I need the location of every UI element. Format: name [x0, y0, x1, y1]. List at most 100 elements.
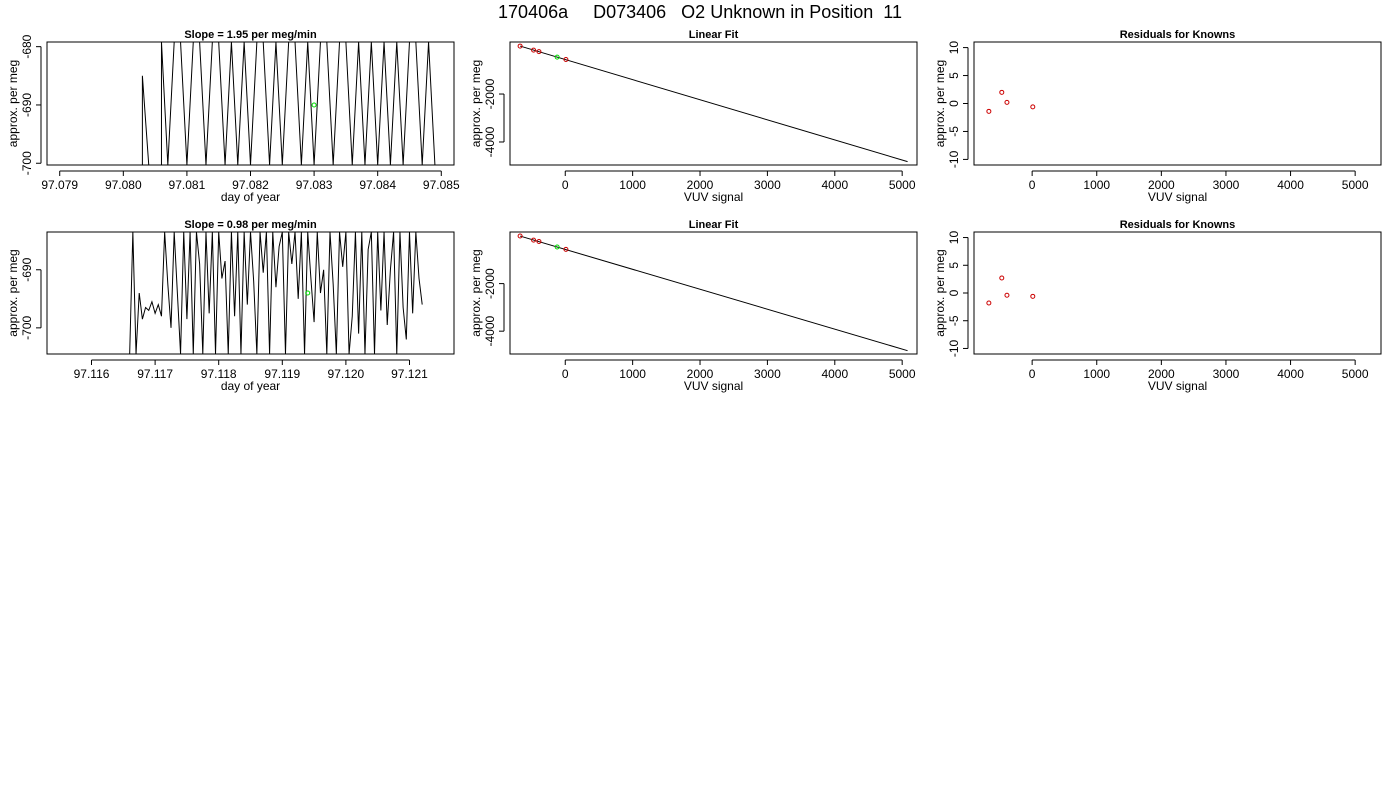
y-axis-label: approx. per meg	[6, 249, 20, 336]
x-tick-label: 5000	[889, 178, 916, 192]
data-point	[531, 237, 537, 243]
chart-title: Residuals for Knowns	[1120, 29, 1236, 41]
x-tick-label: 1000	[619, 178, 646, 192]
chart-title: Slope = 0.98 per meg/min	[184, 219, 317, 231]
chart-title: Residuals for Knowns	[1120, 219, 1236, 231]
x-tick-label: 3000	[754, 367, 781, 381]
chart-title: Linear Fit	[689, 219, 739, 231]
x-tick-label: 0	[1029, 367, 1036, 381]
chart-row2-linear-fit: 0 1000 2000 3000 4000 5000 -4000 -2000 Linear Fi…	[469, 219, 918, 393]
x-tick-label: 97.121	[391, 367, 428, 381]
plot-frame	[973, 41, 1382, 166]
y-tick-label: -5	[947, 126, 961, 137]
data-point	[554, 54, 560, 60]
data-point	[517, 233, 523, 239]
x-tick-label: 97.081	[169, 178, 206, 192]
x-tick-label: 4000	[1277, 178, 1304, 192]
plot-marks	[986, 89, 1036, 114]
x-tick-label: 2000	[687, 178, 714, 192]
data-point	[517, 43, 523, 49]
y-tick-label: -2000	[483, 268, 497, 299]
x-tick-label: 97.120	[328, 367, 365, 381]
data-point	[563, 57, 569, 63]
x-axis-label: VUV signal	[1148, 379, 1207, 393]
data-point	[986, 108, 992, 114]
data-point	[1030, 104, 1036, 110]
plot-marks	[517, 233, 908, 352]
y-tick-label: -5	[947, 315, 961, 326]
x-tick-label: 4000	[821, 367, 848, 381]
y-tick-label: -4000	[483, 316, 497, 347]
x-tick-label: 0	[562, 367, 569, 381]
y-tick-label: -10	[947, 339, 961, 357]
data-point	[999, 275, 1005, 281]
data-point	[1004, 292, 1010, 298]
x-tick-label: 3000	[1213, 367, 1240, 381]
data-point	[311, 102, 317, 108]
x-tick-label: 5000	[889, 367, 916, 381]
y-tick-label: -690	[20, 257, 34, 281]
y-tick-label: 5	[947, 262, 961, 269]
x-tick-label: 97.116	[74, 367, 110, 381]
plot-marks	[517, 43, 908, 163]
chart-row2-timeseries: 97.116 97.117 97.118 97.119 97.120 97.121 -700…	[6, 219, 455, 393]
chart-title: Linear Fit	[689, 29, 739, 41]
series-line-0	[141, 42, 436, 165]
page-title: 170406a D073406 O2 Unknown in Position 1…	[498, 2, 902, 22]
x-axis-label: VUV signal	[1148, 190, 1207, 204]
y-tick-label: -700	[20, 151, 34, 175]
plot-marks	[129, 232, 423, 354]
y-axis-label: approx. per meg	[933, 249, 947, 336]
data-point	[1030, 293, 1036, 299]
x-tick-label: 1000	[619, 367, 646, 381]
y-tick-label: 0	[947, 289, 961, 296]
x-tick-label: 1000	[1083, 367, 1110, 381]
x-tick-label: 5000	[1342, 178, 1369, 192]
x-tick-label: 3000	[754, 178, 781, 192]
data-point	[536, 49, 542, 55]
y-tick-label: -680	[20, 34, 34, 58]
y-axis-label: approx. per meg	[6, 60, 20, 147]
data-point	[305, 290, 311, 296]
x-axis-label: VUV signal	[684, 190, 743, 204]
y-tick-label: -4000	[483, 126, 497, 157]
y-tick-label: -700	[20, 316, 34, 340]
chart-title: Slope = 1.95 per meg/min	[184, 29, 317, 41]
x-tick-label: 2000	[687, 367, 714, 381]
series-line-0	[129, 232, 423, 354]
y-axis-label: approx. per meg	[469, 60, 483, 147]
y-tick-label: 5	[947, 72, 961, 79]
data-point	[531, 47, 537, 53]
chart-row1-residuals: 0 1000 2000 3000 4000 5000 -10 -5 0 5 10 Residuals …	[933, 29, 1382, 204]
x-tick-label: 5000	[1342, 367, 1369, 381]
x-tick-label: 4000	[1277, 367, 1304, 381]
x-tick-label: 97.119	[264, 367, 300, 381]
x-tick-label: 97.085	[423, 178, 460, 192]
y-tick-label: 10	[947, 231, 961, 245]
plot-frame	[46, 231, 455, 355]
x-axis-label: day of year	[221, 190, 280, 204]
x-tick-label: 2000	[1148, 178, 1175, 192]
x-tick-label: 3000	[1213, 178, 1240, 192]
plot-frame	[973, 231, 1382, 355]
x-tick-label: 97.083	[296, 178, 333, 192]
x-tick-label: 1000	[1083, 178, 1110, 192]
y-tick-label: -10	[947, 150, 961, 168]
plots-grid: 97.079 97.080 97.081 97.082 97.083 97.084 97.0…	[6, 29, 1382, 393]
x-tick-label: 97.080	[105, 178, 142, 192]
data-point	[1004, 99, 1010, 105]
chart-row1-linear-fit: 0 1000 2000 3000 4000 5000 -4000 -2000 Linear Fi…	[469, 29, 918, 204]
y-tick-label: -2000	[483, 78, 497, 109]
chart-row1-timeseries: 97.079 97.080 97.081 97.082 97.083 97.084 97.0…	[6, 29, 460, 204]
x-tick-label: 0	[1029, 178, 1036, 192]
data-point	[554, 244, 560, 250]
plot-frame	[509, 41, 918, 166]
x-tick-label: 97.084	[359, 178, 396, 192]
y-tick-label: 10	[947, 41, 961, 55]
data-point	[536, 239, 542, 245]
fit-line	[519, 235, 908, 352]
y-tick-label: 0	[947, 100, 961, 107]
x-tick-label: 2000	[1148, 367, 1175, 381]
y-axis-label: approx. per meg	[469, 249, 483, 336]
x-tick-label: 97.117	[137, 367, 173, 381]
